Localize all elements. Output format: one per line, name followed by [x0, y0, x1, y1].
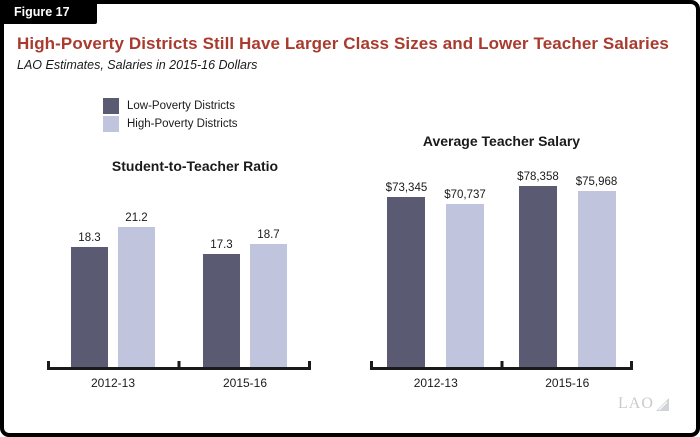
x-axis-labels: 2012-13 2015-16: [370, 376, 633, 390]
lao-watermark-text: LAO: [618, 395, 654, 412]
legend-label: Low-Poverty Districts: [127, 100, 235, 112]
bar-groups: $73,345 $70,737 $78,358 $75,968: [370, 170, 633, 370]
bar-column: $70,737: [444, 189, 486, 370]
bar-value-label: 18.3: [78, 232, 101, 244]
bar-column: $75,968: [575, 176, 618, 370]
legend-item-high-poverty: High-Poverty Districts: [103, 115, 238, 133]
bar-group-2012-13: $73,345 $70,737: [370, 170, 502, 370]
bar-value-label: $75,968: [575, 176, 618, 188]
bar-value-label: $70,737: [444, 189, 486, 201]
x-tick-label: 2012-13: [413, 376, 458, 390]
bar-column: 18.3: [71, 232, 108, 370]
bar-value-label: 21.2: [125, 212, 148, 224]
bar-value-label: 18.7: [257, 229, 280, 241]
legend-label: High-Poverty Districts: [127, 118, 238, 130]
legend-swatch-dark: [103, 98, 119, 114]
axis-tick: [177, 361, 181, 370]
legend-item-low-poverty: Low-Poverty Districts: [103, 97, 238, 115]
axis-tick: [630, 361, 633, 370]
bar-low-poverty: [71, 247, 108, 370]
lao-logo-icon: [655, 397, 669, 411]
plot-area: $73,345 $70,737 $78,358 $75,968: [370, 170, 633, 370]
bar-group-2012-13: 18.3 21.2: [47, 185, 179, 370]
bar-column: 21.2: [118, 212, 155, 370]
figure-title: High-Poverty Districts Still Have Larger…: [17, 34, 669, 53]
plot-area: 18.3 21.2 17.3 18.7: [47, 185, 311, 370]
axis-tick: [370, 361, 373, 370]
x-tick-label: 2015-16: [222, 376, 268, 390]
figure-label-tab: Figure 17: [0, 0, 97, 24]
bar-high-poverty: [446, 204, 485, 370]
bar-column: $78,358: [517, 171, 559, 370]
bar-high-poverty: [118, 227, 155, 370]
bar-low-poverty: [518, 186, 557, 370]
bar-low-poverty: [203, 254, 240, 370]
x-axis-labels: 2012-13 2015-16: [47, 376, 311, 390]
x-tick-label: 2012-13: [90, 376, 136, 390]
bar-value-label: 17.3: [210, 239, 233, 251]
chart-title: Student-to-Teacher Ratio: [111, 158, 279, 174]
figure-subtitle: LAO Estimates, Salaries in 2015-16 Dolla…: [17, 58, 258, 72]
bar-low-poverty: [387, 197, 426, 370]
chart-average-teacher-salary: Average Teacher Salary $73,345 $70,737 $78…: [370, 133, 633, 390]
bar-value-label: $78,358: [517, 171, 559, 183]
bar-column: 18.7: [250, 229, 287, 370]
bar-column: $73,345: [385, 182, 428, 370]
chart-student-teacher-ratio: Student-to-Teacher Ratio 18.3 21.2 17.3 18.…: [47, 158, 311, 390]
bar-value-label: $73,345: [385, 182, 428, 194]
bar-group-2015-16: 17.3 18.7: [179, 185, 311, 370]
axis-tick: [308, 361, 311, 370]
bar-column: 17.3: [203, 239, 240, 370]
bar-high-poverty: [250, 244, 287, 370]
bar-group-2015-16: $78,358 $75,968: [502, 170, 634, 370]
bar-groups: 18.3 21.2 17.3 18.7: [47, 185, 311, 370]
chart-title: Average Teacher Salary: [422, 133, 581, 149]
lao-watermark: LAO: [618, 395, 669, 413]
legend-swatch-light: [103, 116, 119, 132]
bar-high-poverty: [577, 191, 616, 370]
legend: Low-Poverty Districts High-Poverty Distr…: [103, 97, 238, 133]
axis-tick: [500, 361, 503, 370]
x-tick-label: 2015-16: [545, 376, 590, 390]
axis-tick: [47, 361, 50, 370]
figure-label: Figure 17: [14, 5, 70, 19]
